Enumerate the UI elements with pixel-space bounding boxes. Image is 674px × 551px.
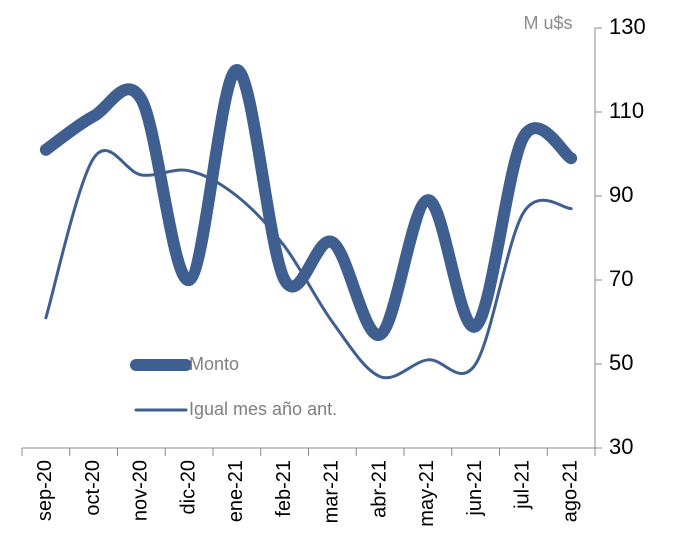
x-tick-label: jun-21: [464, 460, 486, 517]
y-tick-label: 30: [609, 434, 633, 459]
y-tick-label: 130: [609, 14, 646, 39]
x-tick-label: dic-20: [177, 460, 199, 514]
x-tick-label: nov-20: [130, 460, 152, 521]
x-tick-label: oct-20: [82, 460, 104, 516]
x-tick-label: ago-21: [559, 460, 581, 522]
x-tick-label: abr-21: [368, 460, 390, 518]
legend-label: Igual mes año ant.: [189, 399, 337, 419]
y-tick-label: 90: [609, 182, 633, 207]
line: [44, 149, 573, 380]
legend-label: Monto: [189, 354, 239, 374]
line: [39, 64, 578, 341]
y-tick-label: 70: [609, 266, 633, 291]
x-tick-label: may-21: [416, 460, 438, 527]
y-tick-label: 50: [609, 350, 633, 375]
y-tick-label: 110: [609, 98, 644, 123]
x-tick-label: feb-21: [273, 460, 295, 517]
axis-unit: M u$s: [523, 13, 572, 33]
x-tick-label: jul-21: [512, 460, 534, 510]
x-tick-label: mar-21: [321, 460, 343, 523]
x-tick-label: ene-21: [225, 460, 247, 522]
x-tick-label: sep-20: [34, 460, 56, 521]
